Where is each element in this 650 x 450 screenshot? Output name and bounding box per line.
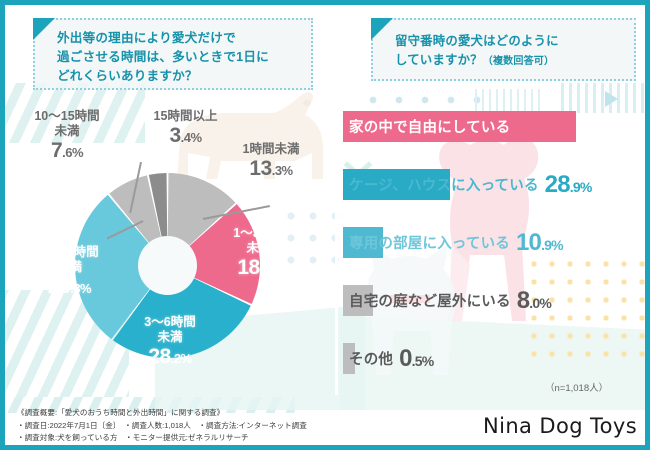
bar-label: 専用の部屋に入っている	[349, 236, 510, 252]
pie-label-6-10h: 6〜10時間 未満 28.8%	[40, 245, 99, 298]
pie-label-1-3h: 1〜3時間 未満 18.7%	[233, 226, 285, 279]
bar-fill	[343, 227, 383, 258]
bar-text: 自宅の庭など屋外にいる 8.0%	[349, 285, 552, 316]
question-right-note: （複数回答可）	[482, 55, 555, 67]
corner-tab-icon	[371, 18, 393, 40]
bar-value: 10.9%	[515, 228, 564, 256]
bar-text: 家の中で自由にしている 63.1%	[349, 111, 564, 142]
question-right-line-1: 留守番時の愛犬はどのように	[395, 34, 559, 48]
bar-row: ケージ、ハウスに入っている 28.9%	[343, 163, 643, 221]
pie-slice	[112, 265, 251, 358]
pie-chart	[74, 173, 260, 358]
pie-label-15h-plus: 15時間以上 3.4%	[153, 109, 218, 147]
bar-text: その他 0.5%	[349, 343, 434, 374]
bar-row: 家の中で自由にしている 63.1%	[343, 105, 643, 163]
bar-label: 家の中で自由にしている	[349, 120, 511, 136]
pie-label-10-15h: 10〜15時間 未満 7.6%	[34, 109, 100, 162]
bar-chart: 家の中で自由にしている 63.1% ケージ、ハウスに入っている 28.9% 専用の部屋に…	[343, 105, 643, 395]
panel-divider	[335, 15, 338, 395]
question-box-right: 留守番時の愛犬はどのように していますか？（複数回答可）	[371, 18, 636, 81]
pie-slice	[167, 204, 260, 305]
bar-row: 自宅の庭など屋外にいる 8.0%	[343, 279, 643, 337]
survey-footer: 《調査概要:「愛犬のおうち時間と外出時間」に関する調査》 ・調査日:2022年7…	[17, 407, 417, 445]
question-right-line-2: していますか？	[395, 52, 483, 67]
pie-slice	[74, 194, 168, 340]
bar-fill	[343, 111, 576, 142]
dot-pattern-blue-top	[360, 87, 485, 107]
bar-text: 専用の部屋に入っている 10.9%	[349, 227, 564, 258]
footer-line-1: 《調査概要:「愛犬のおうち時間と外出時間」に関する調査》	[17, 408, 225, 417]
bar-text: ケージ、ハウスに入っている 28.9%	[349, 169, 592, 200]
pie-center-hole	[138, 236, 197, 295]
brand-logo: Nina Dog Toys	[483, 414, 638, 438]
bar-value: 0.5%	[399, 344, 434, 372]
bar-label: その他	[349, 352, 394, 368]
bar-fill	[343, 169, 450, 200]
footer-line-3: ・調査対象:犬を飼っている方 ・モニター提供元:ゼネラルリサーチ	[17, 433, 249, 443]
question-box-left: 外出等の理由により愛犬だけで 過ごさせる時間は、多いときで1日に どれくらいあり…	[33, 18, 313, 90]
pie-label-under-1h: 1時間未満 13.3%	[242, 142, 300, 180]
corner-tab-icon	[33, 18, 55, 40]
question-left-line-1: 外出等の理由により愛犬だけで	[57, 31, 236, 45]
bar-row: 専用の部屋に入っている 10.9%	[343, 221, 643, 279]
footer-line-2: ・調査日:2022年7月1日〔金〕 ・調査人数:1,018人 ・調査方法:インタ…	[17, 420, 307, 430]
pie-label-3-6h: 3〜6時間 未満 28.2%	[144, 315, 196, 368]
bar-row: その他 0.5%	[343, 337, 643, 395]
bar-fill	[343, 343, 355, 374]
question-left-line-3: どれくらいありますか？	[57, 69, 198, 84]
sample-size-note: （n=1,018人）	[545, 383, 609, 394]
bar-value: 8.0%	[516, 286, 552, 314]
bar-fill	[343, 285, 373, 316]
bar-value: 63.1%	[516, 112, 564, 140]
bar-label: 自宅の庭など屋外にいる	[349, 294, 511, 310]
bar-value: 28.9%	[544, 170, 593, 198]
question-left-line-2: 過ごさせる時間は、多いときで1日に	[57, 50, 269, 65]
bar-label: ケージ、ハウスに入っている	[349, 178, 539, 194]
